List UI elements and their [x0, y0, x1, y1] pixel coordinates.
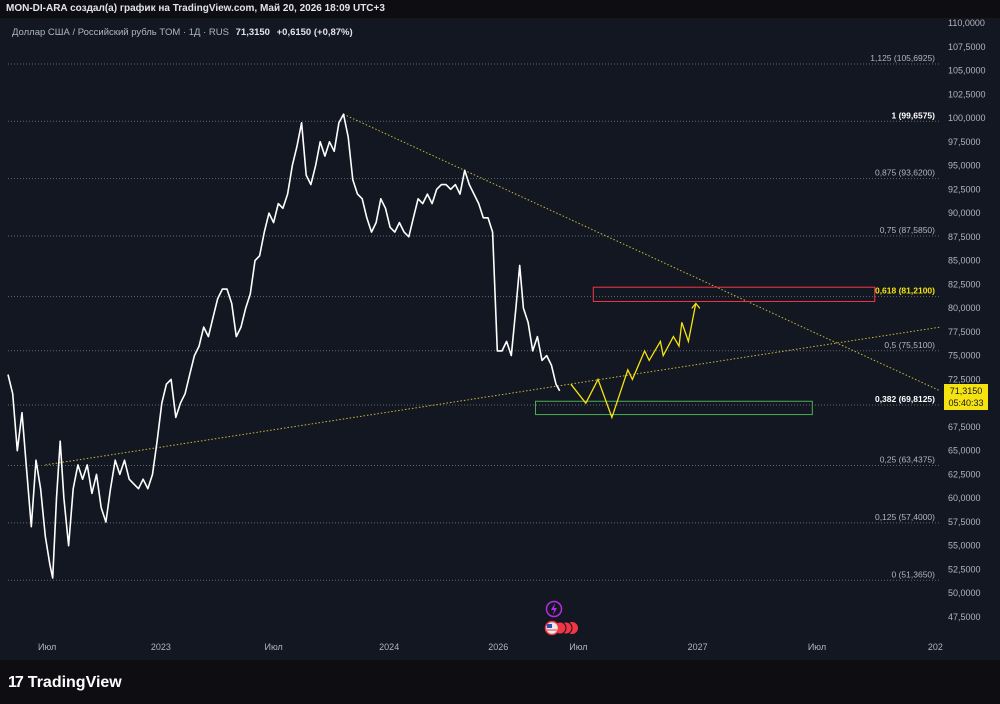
fib-label-0: 1,125 (105,6925): [870, 53, 935, 63]
us-flag-icon[interactable]: [544, 620, 580, 636]
y-tick-6: 62,5000: [948, 469, 981, 479]
y-tick-11: 75,0000: [948, 351, 981, 361]
price-axis: 47,5000 50,0000 52,5000 55,0000 57,5000 60,00…: [948, 18, 986, 622]
y-tick-10: 72,5000: [948, 374, 981, 384]
y-tick-24: 107,5000: [948, 42, 986, 52]
price-chart[interactable]: 1,125 (105,6925) 1 (99,6575) 0,875 (93,620…: [0, 18, 1000, 660]
y-tick-4: 57,5000: [948, 517, 981, 527]
y-tick-12: 77,5000: [948, 327, 981, 337]
x-tick-6: 2027: [688, 642, 708, 652]
footer-bar: [0, 660, 1000, 704]
tradingview-mark-icon: 17: [8, 674, 22, 692]
current-price-value: 71,3150: [944, 385, 988, 397]
y-tick-16: 87,5000: [948, 232, 981, 242]
y-tick-19: 95,0000: [948, 161, 981, 171]
fib-label-1: 1 (99,6575): [892, 110, 936, 120]
y-tick-2: 52,5000: [948, 564, 981, 574]
y-tick-21: 100,0000: [948, 113, 986, 123]
y-tick-20: 97,5000: [948, 137, 981, 147]
x-tick-0: Июл: [38, 642, 56, 652]
fib-label-5: 0,5 (75,5100): [884, 340, 935, 350]
price-line: [8, 114, 560, 578]
projection-line: [571, 303, 696, 417]
countdown-timer: 05:40:33: [944, 397, 988, 409]
trendline-0: [45, 327, 940, 465]
x-tick-2: Июл: [264, 642, 282, 652]
price-series: [8, 114, 560, 578]
y-tick-22: 102,5000: [948, 89, 986, 99]
y-tick-0: 47,5000: [948, 612, 981, 622]
y-tick-17: 90,0000: [948, 208, 981, 218]
header-bar: MON-DI-ARA создал(а) график на TradingVi…: [0, 0, 1000, 18]
y-tick-1: 50,0000: [948, 588, 981, 598]
trendlines: [45, 114, 940, 465]
projection-path: [571, 303, 700, 417]
time-axis: Июл 2023 Июл 2024 2026 Июл 2027 Июл 202: [38, 642, 943, 652]
x-tick-1: 2023: [151, 642, 171, 652]
trendline-1: [344, 114, 940, 391]
y-tick-3: 55,0000: [948, 541, 981, 551]
logo-text: TradingView: [28, 674, 122, 692]
y-tick-18: 92,5000: [948, 184, 981, 194]
fib-label-7: 0,25 (63,4375): [880, 455, 935, 465]
fib-label-6: 0,382 (69,8125): [875, 394, 935, 404]
fib-levels: 1,125 (105,6925) 1 (99,6575) 0,875 (93,620…: [8, 53, 940, 580]
y-tick-25: 110,0000: [948, 18, 985, 28]
tradingview-logo[interactable]: 17 TradingView: [8, 674, 122, 692]
fib-label-2: 0,875 (93,6200): [875, 168, 935, 178]
fib-label-9: 0 (51,3650): [892, 569, 936, 579]
header-title: MON-DI-ARA создал(а) график на TradingVi…: [6, 3, 385, 14]
fib-label-3: 0,75 (87,5850): [880, 225, 935, 235]
x-tick-4: 2026: [488, 642, 508, 652]
y-tick-23: 105,0000: [948, 66, 986, 76]
y-tick-15: 85,0000: [948, 256, 981, 266]
y-tick-8: 67,5000: [948, 422, 981, 432]
y-tick-14: 82,5000: [948, 279, 981, 289]
support-zone: [536, 401, 813, 414]
current-price-tag: 71,3150 05:40:33: [944, 384, 988, 410]
lightning-icon[interactable]: [545, 600, 563, 618]
y-tick-13: 80,0000: [948, 303, 981, 313]
zones: [536, 287, 875, 414]
x-tick-3: 2024: [379, 642, 399, 652]
y-tick-7: 65,0000: [948, 446, 981, 456]
x-tick-5: Июл: [569, 642, 587, 652]
fib-label-4: 0,618 (81,2100): [875, 286, 935, 296]
fib-label-8: 0,125 (57,4000): [875, 512, 935, 522]
x-tick-7: Июл: [808, 642, 826, 652]
y-tick-5: 60,0000: [948, 493, 981, 503]
resistance-zone: [593, 287, 874, 301]
x-tick-8: 202: [928, 642, 943, 652]
